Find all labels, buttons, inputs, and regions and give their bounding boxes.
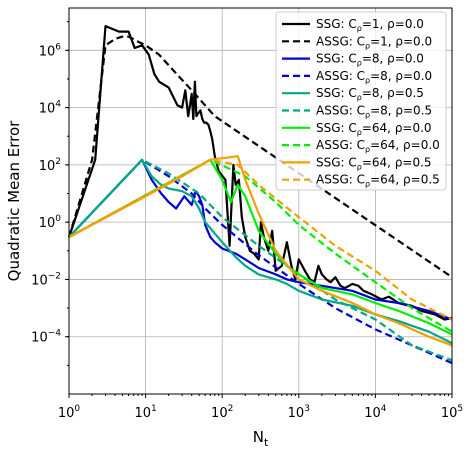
series-line-3 bbox=[68, 158, 453, 321]
legend-label: SSG: Cρ=8, ρ=0.0 bbox=[316, 52, 424, 68]
y-tick-label: 100 bbox=[39, 214, 62, 231]
series-lines bbox=[67, 25, 453, 365]
series-line-9 bbox=[68, 155, 453, 347]
legend-label: ASSG: Cρ=1, ρ=0.0 bbox=[316, 34, 432, 50]
series-line-8 bbox=[68, 158, 453, 333]
legend-label: SSG: Cρ=64, ρ=0.5 bbox=[316, 155, 432, 171]
x-axis-label: Nt bbox=[253, 428, 269, 449]
series-line-2 bbox=[67, 35, 453, 279]
legend-label: ASSG: Cρ=64, ρ=0.0 bbox=[316, 138, 440, 154]
legend-box bbox=[275, 11, 447, 191]
y-tick-label: 10−4 bbox=[31, 329, 61, 346]
legend-label: ASSG: Cρ=8, ρ=0.0 bbox=[316, 69, 432, 85]
x-tick-label: 104 bbox=[364, 404, 387, 421]
series-line-6 bbox=[68, 158, 453, 362]
legend-label: SSG: Cρ=1, ρ=0.0 bbox=[316, 17, 424, 33]
series-line-4 bbox=[68, 158, 453, 365]
y-tick-label: 10−2 bbox=[31, 271, 61, 288]
legend-label: ASSG: Cρ=64, ρ=0.5 bbox=[316, 173, 440, 189]
series-line-1 bbox=[67, 25, 453, 321]
plot-frame bbox=[68, 7, 453, 395]
legend-label: SSG: Cρ=8, ρ=0.5 bbox=[316, 86, 424, 102]
series-line-5 bbox=[68, 158, 453, 345]
x-tick-label: 101 bbox=[134, 404, 156, 421]
x-tick-label: 105 bbox=[441, 404, 463, 421]
series-line-10 bbox=[68, 158, 453, 321]
y-tick-label: 102 bbox=[39, 157, 61, 174]
x-tick-label: 102 bbox=[211, 404, 233, 421]
legend-label: ASSG: Cρ=8, ρ=0.5 bbox=[316, 104, 432, 120]
x-tick-label: 103 bbox=[288, 404, 310, 421]
x-tick-label: 100 bbox=[58, 404, 81, 421]
axis-ticks: 100 101 102 103 104 105 10−4 10−2 100 102 104 106 bbox=[31, 21, 463, 421]
series-line-7 bbox=[68, 158, 453, 336]
y-tick-label: 106 bbox=[39, 42, 62, 59]
y-tick-label: 104 bbox=[39, 100, 62, 117]
legend-label: SSG: Cρ=64, ρ=0.0 bbox=[316, 121, 432, 137]
y-axis-label: Quadratic Mean Error bbox=[5, 120, 23, 281]
